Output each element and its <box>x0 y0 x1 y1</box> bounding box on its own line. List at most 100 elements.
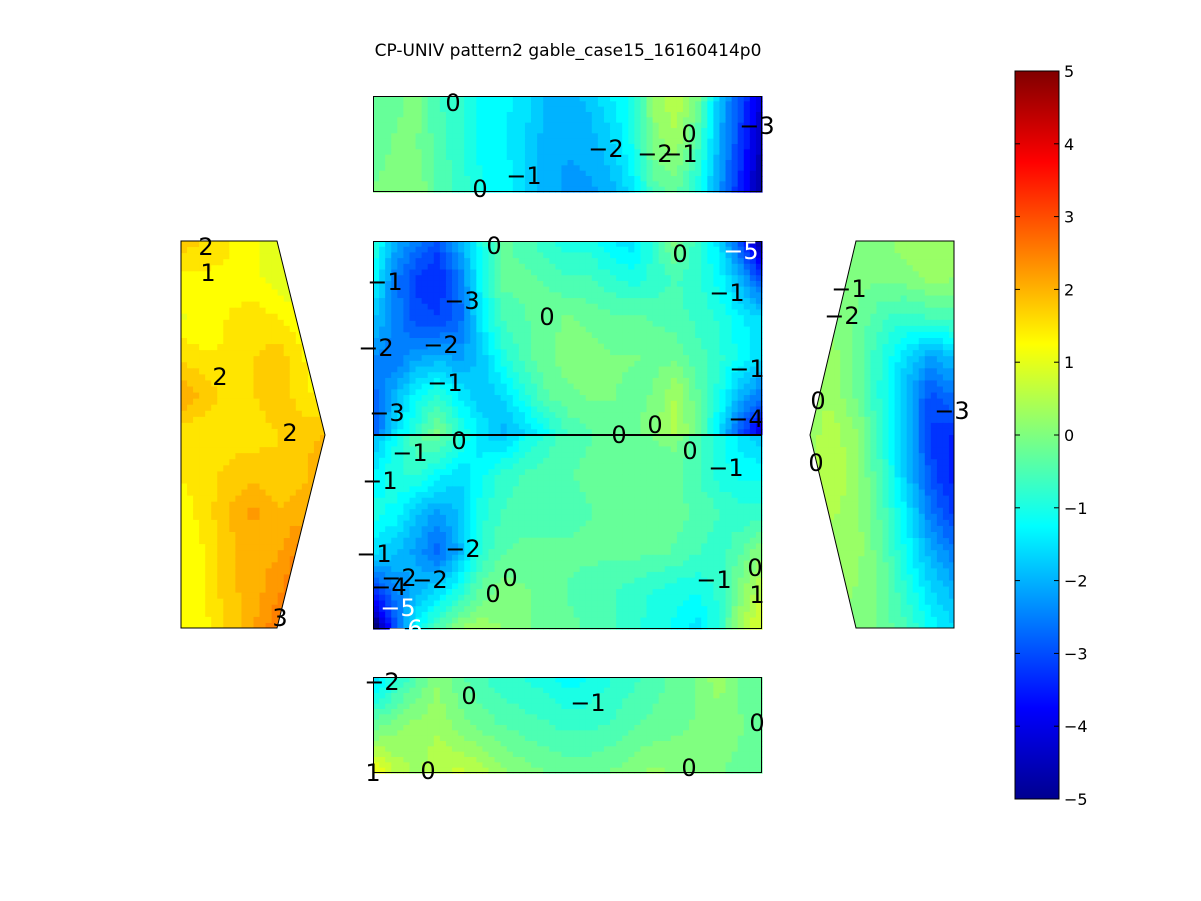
contour-cell <box>476 269 484 276</box>
contour-cell <box>743 181 751 188</box>
contour-cell <box>373 395 380 402</box>
contour-cell <box>524 372 532 379</box>
contour-cell <box>603 117 611 124</box>
contour-cell <box>543 543 550 550</box>
contour-cell <box>628 474 635 482</box>
contour-cell <box>464 315 471 322</box>
contour-cell <box>573 463 581 470</box>
contour-cell <box>445 303 453 311</box>
contour-cell <box>725 320 733 328</box>
contour-cell <box>482 258 490 265</box>
contour-cell <box>616 241 623 248</box>
contour-cell <box>439 117 447 124</box>
contour-cell <box>737 165 745 172</box>
contour-cell <box>506 457 514 465</box>
contour-cell <box>597 360 605 368</box>
contour-cell <box>725 514 733 522</box>
contour-cell <box>585 96 593 102</box>
contour-cell <box>518 112 526 118</box>
contour-cell <box>713 566 721 573</box>
contour-cell <box>482 128 490 134</box>
contour-cell <box>391 286 398 293</box>
contour-cell <box>403 246 411 254</box>
contour-cell <box>670 343 678 351</box>
contour-cell <box>591 326 599 333</box>
contour-cell <box>415 532 423 539</box>
contour-cell <box>664 537 672 545</box>
contour-cell <box>701 112 708 118</box>
contour-cell <box>506 429 514 436</box>
contour-cell <box>433 263 441 271</box>
contour-cell <box>597 275 605 282</box>
contour-cell <box>421 429 429 436</box>
contour-cell <box>488 320 496 328</box>
contour-cell <box>549 377 556 385</box>
contour-cell <box>731 503 739 510</box>
contour-cell <box>439 503 447 510</box>
contour-cell <box>537 275 544 282</box>
contour-cell <box>512 446 520 453</box>
contour-cell <box>664 258 672 265</box>
contour-cell <box>409 514 417 522</box>
contour-cell <box>452 263 459 271</box>
contour-cell <box>695 400 702 408</box>
contour-cell <box>427 423 435 430</box>
contour-cell <box>713 509 721 516</box>
contour-cell <box>397 263 404 271</box>
contour-cell <box>403 429 411 436</box>
contour-cell <box>749 577 757 584</box>
contour-cell <box>701 577 708 584</box>
contour-cell <box>755 480 763 487</box>
contour-cell <box>579 417 587 425</box>
contour-cell <box>373 154 380 161</box>
contour-cell <box>445 395 453 402</box>
contour-cell <box>476 241 484 248</box>
contour-cell <box>743 263 751 271</box>
contour-cell <box>682 360 690 368</box>
contour-cell <box>719 366 727 373</box>
contour-cell <box>391 133 398 140</box>
contour-cell <box>518 423 526 430</box>
contour-cell <box>403 309 411 316</box>
contour-cell <box>482 154 490 161</box>
contour-cell <box>622 286 629 293</box>
contour-cell <box>385 241 392 248</box>
contour-cell <box>664 280 672 288</box>
contour-cell <box>749 160 757 166</box>
contour-cell <box>682 532 690 539</box>
contour-cell <box>409 423 417 430</box>
contour-cell <box>518 286 526 293</box>
contour-cell <box>500 389 508 396</box>
contour-cell <box>470 144 477 150</box>
contour-cell <box>415 395 423 402</box>
contour-cell <box>731 435 739 442</box>
contour-cell <box>506 526 514 533</box>
contour-cell <box>731 412 739 419</box>
contour-cell <box>676 138 684 145</box>
contour-cell <box>555 263 563 271</box>
contour-cell <box>439 338 447 345</box>
contour-cell <box>518 315 526 322</box>
contour-cell <box>689 389 696 396</box>
contour-cell <box>452 395 459 402</box>
contour-cell <box>713 571 721 579</box>
contour-cell <box>628 457 635 465</box>
contour-cell <box>731 446 739 453</box>
contour-cell <box>415 315 423 322</box>
contour-cell <box>470 326 477 333</box>
contour-cell <box>573 170 581 177</box>
contour-cell <box>585 106 593 113</box>
contour-cell <box>646 366 654 373</box>
contour-cell <box>646 315 654 322</box>
contour-cell <box>755 571 763 579</box>
contour-cell <box>524 343 532 351</box>
contour-cell <box>731 258 739 265</box>
contour-cell <box>433 440 441 448</box>
contour-cell <box>482 440 490 448</box>
contour-cell <box>719 112 727 118</box>
contour-cell <box>397 566 404 573</box>
contour-cell <box>749 560 757 567</box>
contour-cell <box>695 181 702 188</box>
contour-cell <box>549 128 556 134</box>
contour-cell <box>567 503 575 510</box>
